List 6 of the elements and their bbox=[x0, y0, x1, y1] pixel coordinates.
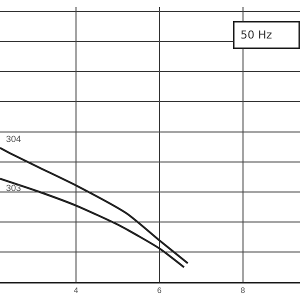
series-label: 303 bbox=[6, 183, 22, 193]
x-tick-label: 6 bbox=[157, 286, 162, 296]
text: 50 Hz bbox=[240, 28, 272, 42]
series-label: 304 bbox=[6, 134, 22, 144]
x-tick-label: 8 bbox=[240, 286, 246, 296]
x-tick-label: 4 bbox=[74, 286, 79, 296]
